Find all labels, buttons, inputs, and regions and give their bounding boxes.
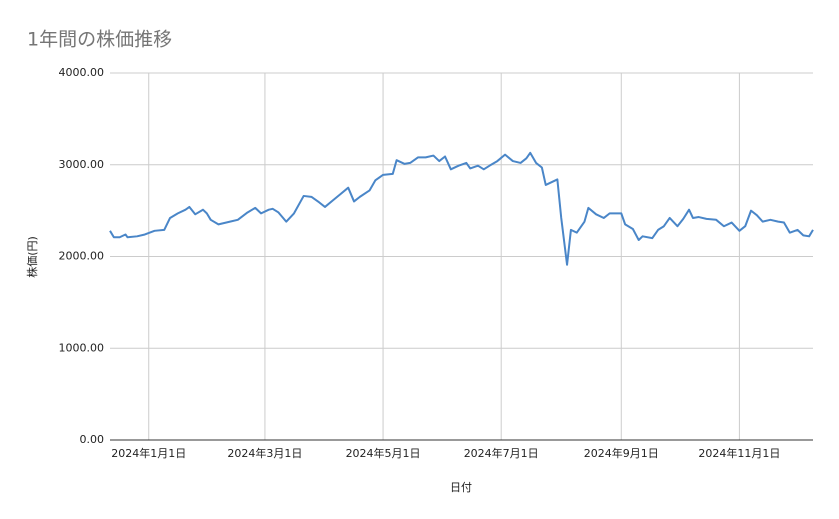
x-tick-label: 2024年3月1日	[227, 446, 302, 460]
x-tick-label: 2024年5月1日	[346, 446, 421, 460]
data-line	[109, 151, 814, 266]
y-tick-label: 3000.00	[59, 158, 105, 171]
y-tick-label: 0.00	[80, 433, 105, 446]
y-axis-title: 株価(円)	[25, 236, 39, 278]
y-tick-label: 2000.00	[59, 250, 105, 263]
y-tick-label: 1000.00	[59, 341, 105, 354]
y-tick-label: 4000.00	[59, 66, 105, 79]
x-tick-label: 2024年7月1日	[464, 446, 539, 460]
x-axis-title: 日付	[450, 481, 472, 494]
x-tick-label: 2024年9月1日	[584, 446, 659, 460]
x-tick-label: 2024年1月1日	[111, 446, 186, 460]
chart-title: 1年間の株価推移	[27, 29, 172, 51]
x-tick-label: 2024年11月1日	[698, 446, 780, 460]
